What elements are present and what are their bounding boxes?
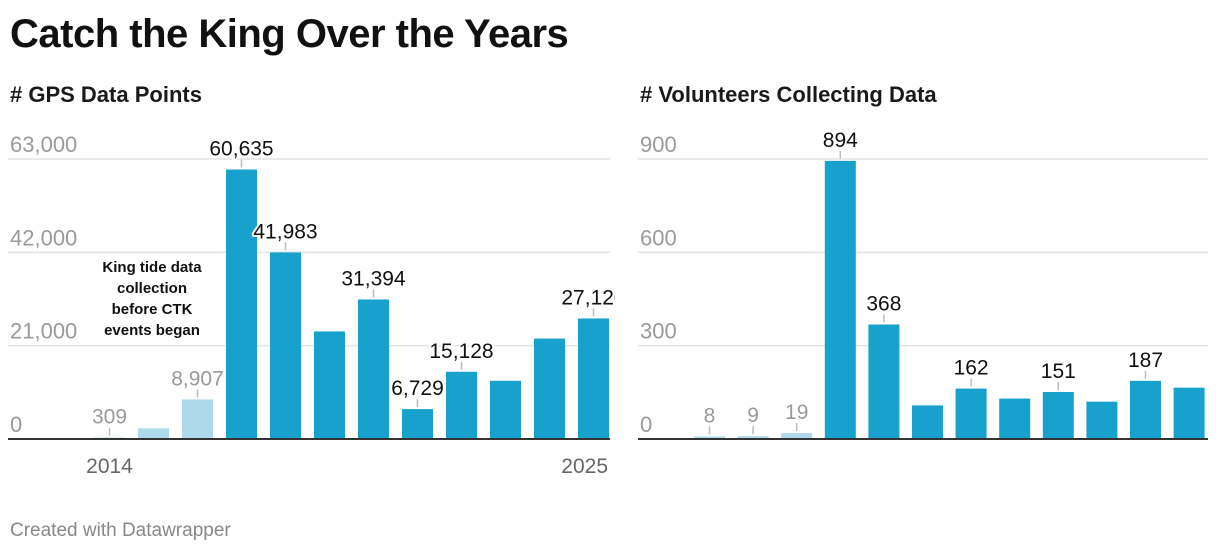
data-label: 41,983 <box>253 220 317 243</box>
bar-2023 <box>1086 401 1118 439</box>
bar-2015 <box>138 428 169 439</box>
bar-2024 <box>534 338 565 439</box>
bar-2024 <box>1130 380 1161 439</box>
bar-2014 <box>694 436 725 439</box>
y-tick-label: 0 <box>10 412 22 437</box>
bar-2021 <box>999 398 1031 439</box>
bar-2021 <box>402 409 433 439</box>
data-label: 187 <box>1128 349 1163 372</box>
bar-2016 <box>182 399 213 439</box>
footer-credit: Created with Datawrapper <box>10 520 231 541</box>
data-label: 368 <box>866 293 901 316</box>
data-label: 8 <box>704 405 716 428</box>
volunteers-chart-title: # Volunteers Collecting Data <box>640 82 937 107</box>
y-tick-label: 42,000 <box>10 225 77 250</box>
data-label: 162 <box>954 357 989 380</box>
page-title: Catch the King Over the Years <box>10 12 569 56</box>
data-label: 31,394 <box>341 267 406 290</box>
bar-2018 <box>270 252 301 439</box>
gps-data-points-chart: 0 21,000 42,000 63,000 309 8,907 60,635 41,983 3… <box>8 132 615 478</box>
data-label: 309 <box>92 406 127 429</box>
bar-2020 <box>955 388 987 439</box>
bar-2023 <box>490 380 521 439</box>
x-tick-label: 2014 <box>86 455 133 478</box>
bar-2019 <box>912 405 943 439</box>
bar-2025 <box>578 318 609 439</box>
data-label: 9 <box>747 404 759 427</box>
bar-2018 <box>868 324 900 439</box>
data-label: 6,729 <box>391 377 444 400</box>
annotation-text: before CTK <box>112 301 193 318</box>
bar-2017 <box>824 160 856 439</box>
annotation-text: collection <box>117 280 187 297</box>
annotation-text: events began <box>104 322 200 339</box>
y-tick-label: 300 <box>640 319 677 344</box>
data-label: 894 <box>823 129 858 152</box>
bar-2019 <box>314 331 345 439</box>
y-tick-label: 600 <box>640 225 677 250</box>
bar-2016 <box>781 433 813 439</box>
x-tick-label: 2025 <box>561 455 608 478</box>
data-label: 19 <box>785 401 808 424</box>
y-tick-label: 900 <box>640 132 677 157</box>
bar-2022 <box>1042 392 1074 439</box>
annotation-text: King tide data <box>102 259 202 276</box>
bar-2020 <box>358 299 389 439</box>
volunteers-chart: 0 300 600 900 8 9 19 894 368 162 151 187 <box>638 127 1208 440</box>
y-tick-label: 0 <box>640 412 652 437</box>
bar-2015 <box>737 436 769 439</box>
data-label: 8,907 <box>171 367 224 390</box>
data-label: 15,128 <box>429 340 493 363</box>
bar-2025 <box>1173 387 1205 439</box>
y-tick-label: 21,000 <box>10 319 77 344</box>
gps-chart-title: # GPS Data Points <box>10 82 202 107</box>
bar-2022 <box>446 371 477 439</box>
data-label: 27,120 <box>561 286 615 309</box>
y-tick-label: 63,000 <box>10 132 77 157</box>
data-label: 151 <box>1041 360 1076 383</box>
bar-2017 <box>226 169 257 439</box>
data-label: 60,635 <box>209 138 273 161</box>
